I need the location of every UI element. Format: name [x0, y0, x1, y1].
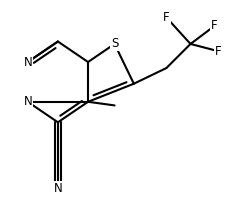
Text: N: N [54, 182, 62, 195]
Text: N: N [23, 95, 32, 108]
Text: S: S [111, 37, 118, 50]
Text: N: N [23, 56, 32, 69]
Text: F: F [211, 19, 218, 32]
Text: F: F [215, 45, 222, 58]
Text: F: F [163, 11, 170, 24]
